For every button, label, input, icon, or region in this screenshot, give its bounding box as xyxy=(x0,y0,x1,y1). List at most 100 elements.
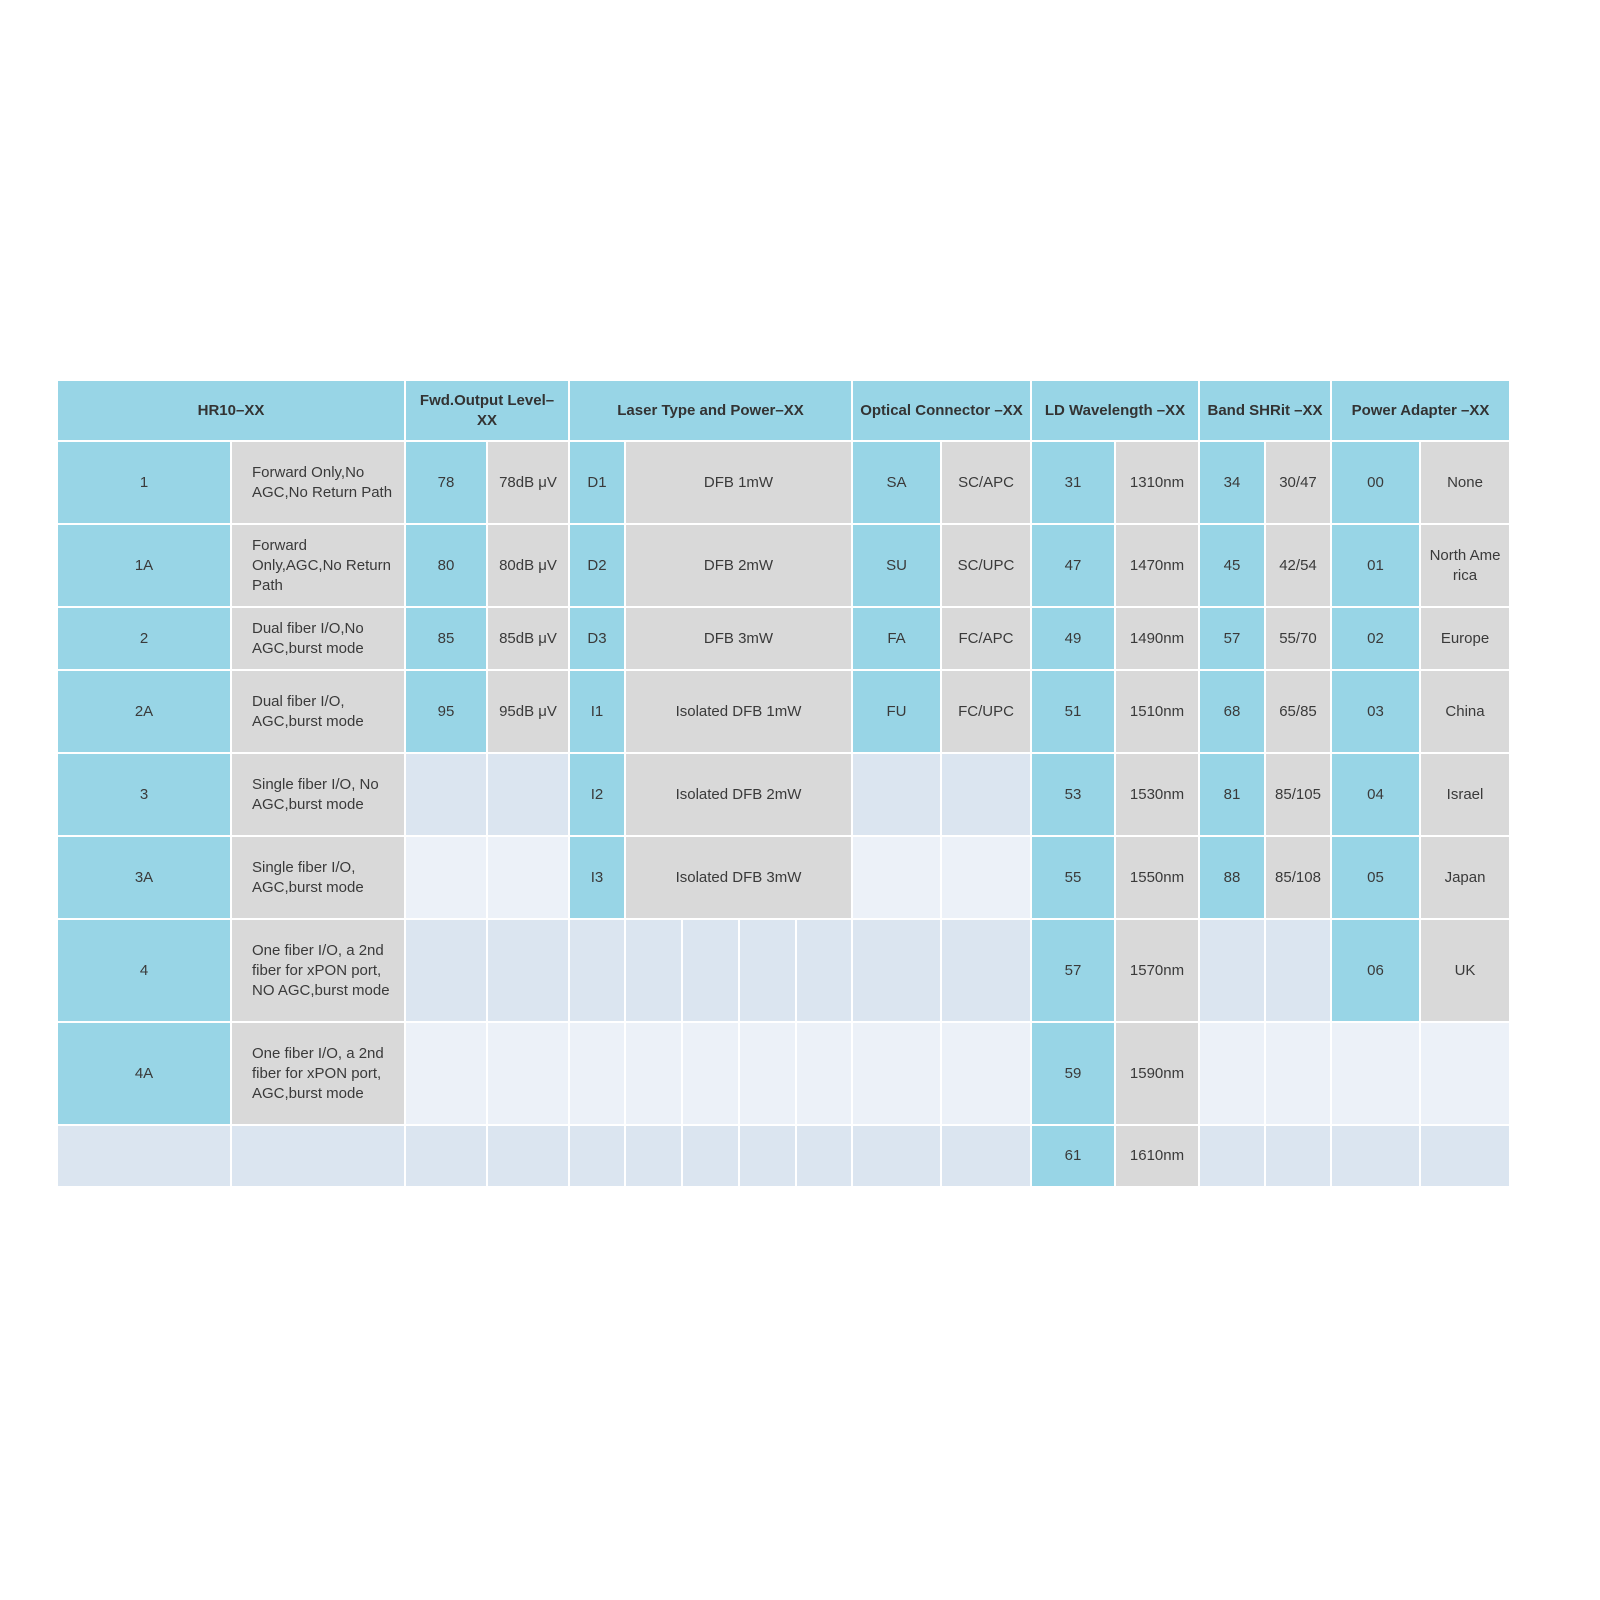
hr-value-cell: One fiber I/O, a 2nd fiber for xPON port… xyxy=(232,920,406,1023)
pa-value-cell: China xyxy=(1421,671,1511,754)
pa-code-cell: 05 xyxy=(1332,837,1421,920)
empty-cell xyxy=(1421,1126,1511,1188)
laser-code-cell: D2 xyxy=(570,525,626,608)
ld-code-cell: 49 xyxy=(1032,608,1116,671)
laser-code-cell: I3 xyxy=(570,837,626,920)
conn-value-cell: FC/UPC xyxy=(942,671,1032,754)
empty-cell xyxy=(1200,1126,1266,1188)
header-hr10: HR10–XX xyxy=(58,381,406,442)
header-optical-connector: Optical Connector –XX xyxy=(853,381,1032,442)
fwd-value-cell: 78dB μV xyxy=(488,442,570,525)
laser-code-cell: I2 xyxy=(570,754,626,837)
header-fwd-output: Fwd.Output Level–XX xyxy=(406,381,570,442)
pa-value-cell: North America xyxy=(1421,525,1511,608)
pa-code-cell: 00 xyxy=(1332,442,1421,525)
empty-cell xyxy=(1332,1126,1421,1188)
ld-value-cell: 1610nm xyxy=(1116,1126,1200,1188)
ld-code-cell: 47 xyxy=(1032,525,1116,608)
hr-code-cell: 1A xyxy=(58,525,232,608)
empty-cell xyxy=(740,920,797,1023)
pa-value-cell: Japan xyxy=(1421,837,1511,920)
empty-cell xyxy=(488,1126,570,1188)
ld-value-cell: 1570nm xyxy=(1116,920,1200,1023)
hr-code-cell: 4 xyxy=(58,920,232,1023)
ld-code-cell: 31 xyxy=(1032,442,1116,525)
empty-cell xyxy=(942,837,1032,920)
band-value-cell: 42/54 xyxy=(1266,525,1332,608)
empty-cell xyxy=(853,920,942,1023)
laser-value-cell: DFB 3mW xyxy=(626,608,853,671)
hr-code-cell: 3A xyxy=(58,837,232,920)
fwd-value-cell: 95dB μV xyxy=(488,671,570,754)
conn-code-cell: SU xyxy=(853,525,942,608)
ld-value-cell: 1470nm xyxy=(1116,525,1200,608)
band-code-cell: 88 xyxy=(1200,837,1266,920)
empty-cell xyxy=(488,754,570,837)
laser-value-cell: Isolated DFB 2mW xyxy=(626,754,853,837)
empty-cell xyxy=(406,754,488,837)
hr-value-cell: Forward Only,AGC,No Return Path xyxy=(232,525,406,608)
band-code-cell: 81 xyxy=(1200,754,1266,837)
empty-cell xyxy=(406,920,488,1023)
band-value-cell: 85/105 xyxy=(1266,754,1332,837)
empty-cell xyxy=(488,1023,570,1126)
pa-value-cell: None xyxy=(1421,442,1511,525)
empty-cell xyxy=(232,1126,406,1188)
empty-cell xyxy=(488,920,570,1023)
empty-cell xyxy=(1200,920,1266,1023)
fwd-code-cell: 78 xyxy=(406,442,488,525)
empty-cell xyxy=(1266,1126,1332,1188)
empty-cell xyxy=(406,837,488,920)
pa-code-cell: 04 xyxy=(1332,754,1421,837)
empty-cell xyxy=(683,1023,740,1126)
ld-value-cell: 1590nm xyxy=(1116,1023,1200,1126)
empty-cell xyxy=(406,1023,488,1126)
ld-code-cell: 51 xyxy=(1032,671,1116,754)
pa-value-cell: Europe xyxy=(1421,608,1511,671)
hr-value-cell: Single fiber I/O, No AGC,burst mode xyxy=(232,754,406,837)
hr-code-cell: 1 xyxy=(58,442,232,525)
fwd-code-cell: 95 xyxy=(406,671,488,754)
ld-code-cell: 55 xyxy=(1032,837,1116,920)
hr-value-cell: One fiber I/O, a 2nd fiber for xPON port… xyxy=(232,1023,406,1126)
conn-code-cell: SA xyxy=(853,442,942,525)
hr-code-cell: 2A xyxy=(58,671,232,754)
empty-cell xyxy=(942,920,1032,1023)
empty-cell xyxy=(626,1023,683,1126)
hr-value-cell: Single fiber I/O, AGC,burst mode xyxy=(232,837,406,920)
fwd-value-cell: 85dB μV xyxy=(488,608,570,671)
conn-value-cell: SC/UPC xyxy=(942,525,1032,608)
pa-value-cell: Israel xyxy=(1421,754,1511,837)
pa-code-cell: 03 xyxy=(1332,671,1421,754)
ld-value-cell: 1530nm xyxy=(1116,754,1200,837)
header-power-adapter: Power Adapter –XX xyxy=(1332,381,1511,442)
laser-value-cell: Isolated DFB 3mW xyxy=(626,837,853,920)
empty-cell xyxy=(570,1126,626,1188)
band-value-cell: 65/85 xyxy=(1266,671,1332,754)
header-band: Band SHRit –XX xyxy=(1200,381,1332,442)
empty-cell xyxy=(797,1126,853,1188)
empty-cell xyxy=(570,1023,626,1126)
hr-value-cell: Dual fiber I/O,No AGC,burst mode xyxy=(232,608,406,671)
conn-code-cell: FU xyxy=(853,671,942,754)
empty-cell xyxy=(853,754,942,837)
empty-cell xyxy=(797,1023,853,1126)
hr-value-cell: Dual fiber I/O, AGC,burst mode xyxy=(232,671,406,754)
product-code-table: HR10–XX Fwd.Output Level–XX Laser Type and… xyxy=(58,381,1511,1188)
conn-code-cell: FA xyxy=(853,608,942,671)
band-code-cell: 34 xyxy=(1200,442,1266,525)
ld-value-cell: 1510nm xyxy=(1116,671,1200,754)
empty-cell xyxy=(740,1126,797,1188)
header-laser-type: Laser Type and Power–XX xyxy=(570,381,853,442)
laser-code-cell: D3 xyxy=(570,608,626,671)
empty-cell xyxy=(488,837,570,920)
conn-value-cell: FC/APC xyxy=(942,608,1032,671)
ld-value-cell: 1550nm xyxy=(1116,837,1200,920)
ld-code-cell: 61 xyxy=(1032,1126,1116,1188)
ld-value-cell: 1310nm xyxy=(1116,442,1200,525)
ld-code-cell: 57 xyxy=(1032,920,1116,1023)
empty-cell xyxy=(1421,1023,1511,1126)
hr-code-cell: 3 xyxy=(58,754,232,837)
empty-cell xyxy=(853,1126,942,1188)
empty-cell xyxy=(58,1126,232,1188)
